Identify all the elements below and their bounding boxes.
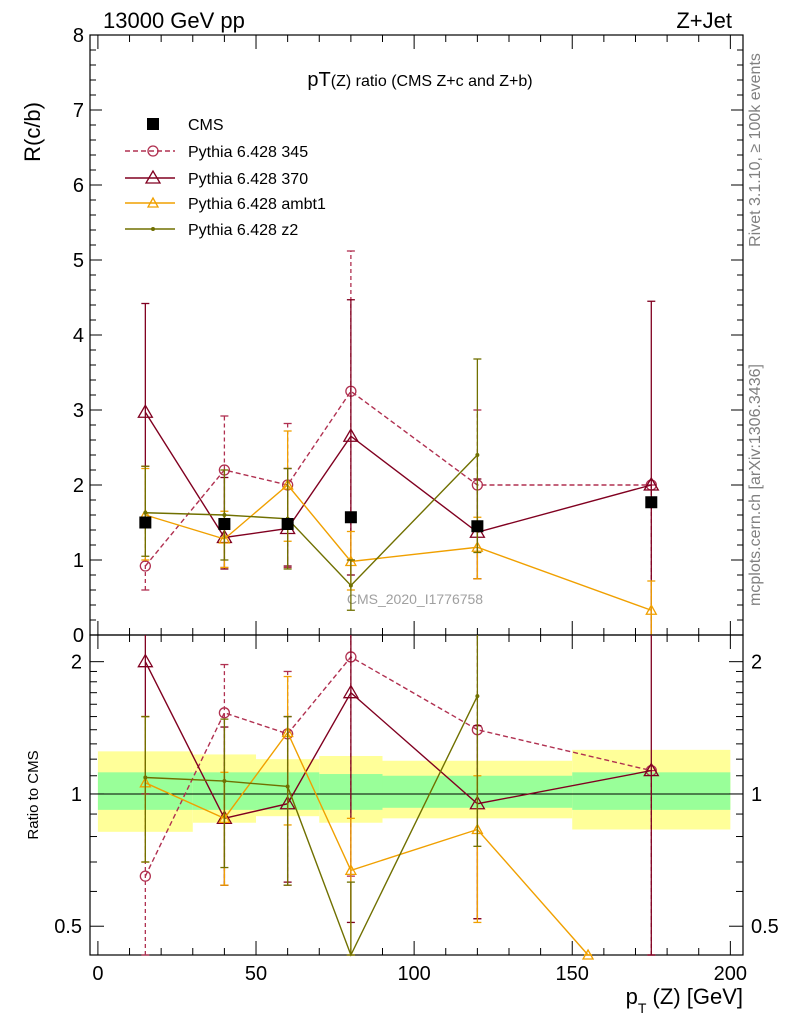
x-tick-label: 100 bbox=[397, 963, 430, 985]
analysis-watermark: CMS_2020_I1776758 bbox=[347, 591, 483, 607]
ratio-y-tick-label: 1 bbox=[71, 784, 82, 806]
main-pythia-6-428-z2-series bbox=[141, 358, 482, 611]
x-tick-label: 200 bbox=[714, 963, 747, 985]
main-pythia-6-428-370-marker bbox=[137, 403, 154, 418]
ratio-pythia-6-428-z2-marker bbox=[143, 775, 148, 780]
ratio-y-tick-label: 0.5 bbox=[751, 916, 779, 938]
ratio-pythia-6-428-z2-marker bbox=[285, 784, 290, 789]
ratio-pythia-6-428-ambt1-line bbox=[145, 731, 589, 956]
y-tick-label: 4 bbox=[73, 325, 84, 347]
title-rest: ratio (CMS Z+c and Z+b) bbox=[351, 73, 532, 90]
y-tick-label: 1 bbox=[73, 550, 84, 572]
legend-pythia-6-428-345-marker bbox=[147, 145, 159, 157]
xlabel-rest: (Z) [GeV] bbox=[646, 984, 743, 1009]
main-pythia-6-428-370-marker bbox=[342, 427, 360, 442]
main-ylabel: R(c/b) bbox=[20, 102, 45, 162]
cms-data-point bbox=[281, 518, 294, 530]
cms-data-point bbox=[344, 511, 357, 524]
xlabel-T: T bbox=[638, 1000, 647, 1016]
main-pythia-6-428-z2-line bbox=[145, 454, 478, 587]
main-pythia-6-428-345-marker bbox=[139, 560, 151, 572]
ratio-pythia-6-428-345-marker bbox=[139, 870, 151, 882]
ratio-pythia-6-428-ambt1-marker bbox=[344, 864, 357, 876]
legend: CMS Pythia 6.428 345 Pythia 6.428 370 Pythi… bbox=[125, 117, 326, 239]
legend-pythia-6-428-345-label: Pythia 6.428 345 bbox=[188, 144, 308, 161]
ratio-pythia-6-428-370-marker bbox=[643, 762, 660, 777]
ratio-pythia-6-428-z2-series bbox=[141, 635, 482, 957]
ratio-y-tick-label: 2 bbox=[751, 652, 762, 674]
legend-pythia-6-428-ambt1-label: Pythia 6.428 ambt1 bbox=[188, 196, 326, 213]
legend-cms-label: CMS bbox=[188, 117, 224, 134]
ratio-y-tick-label: 1 bbox=[751, 784, 762, 806]
y-tick-label: 8 bbox=[73, 25, 84, 47]
ratio-frame bbox=[89, 634, 744, 956]
legend-pythia-6-428-z2-marker bbox=[151, 227, 155, 231]
ratio-pythia-6-428-370-marker bbox=[137, 653, 154, 668]
y-tick-label: 2 bbox=[73, 475, 84, 497]
x-tick-label: 50 bbox=[245, 963, 267, 985]
ratio-y-tick-label: 2 bbox=[71, 652, 82, 674]
cms-data-point bbox=[139, 516, 152, 529]
header-left-label: 13000 GeV pp bbox=[103, 8, 245, 33]
legend-pythia-6-428-370-marker bbox=[144, 169, 162, 184]
ratio-pythia-6-428-z2-line bbox=[145, 695, 479, 957]
legend-pythia-6-428-z2-label: Pythia 6.428 z2 bbox=[188, 222, 298, 239]
main-pythia-6-428-z2-marker bbox=[143, 510, 148, 515]
title-paren: (Z) bbox=[331, 73, 351, 90]
ratio-y-tick-label: 0.5 bbox=[54, 916, 82, 938]
main-pythia-6-428-z2-marker bbox=[475, 453, 480, 457]
legend-cms-marker bbox=[147, 118, 159, 130]
cms-data-point bbox=[645, 496, 658, 509]
y-tick-label: 0 bbox=[73, 625, 84, 647]
main-pythia-6-428-345-line bbox=[144, 390, 652, 567]
legend-pythia-6-428-ambt1-marker bbox=[146, 196, 160, 208]
main-pythia-6-428-ambt1-line bbox=[145, 484, 652, 611]
x-tick-label: 150 bbox=[556, 963, 589, 985]
rivet-label: Rivet 3.1.10, ≥ 100k events bbox=[747, 53, 764, 247]
main-pythia-6-428-370-line bbox=[144, 411, 652, 539]
main-plot: 0 1 2 3 4 5 6 7 8 CMS_2020_I1776758 CMS Pythia 6.42… bbox=[73, 25, 744, 647]
y-tick-label: 7 bbox=[73, 100, 84, 122]
y-tick-label: 5 bbox=[73, 250, 84, 272]
x-axis-label: pT (Z) [GeV] bbox=[626, 984, 743, 1016]
ratio-pythia-6-428-345-line bbox=[144, 656, 652, 877]
title-main: pT bbox=[307, 69, 330, 91]
main-pythia-6-428-370-marker bbox=[643, 476, 660, 491]
ratio-pythia-6-428-z2-marker bbox=[475, 694, 480, 699]
ratio-pythia-6-428-345-marker bbox=[218, 707, 231, 719]
cms-data-point bbox=[471, 520, 484, 533]
cms-data-point bbox=[218, 518, 231, 530]
xlabel-p: p bbox=[626, 984, 638, 1009]
main-pythia-6-428-z2-marker bbox=[222, 513, 227, 517]
source-label: mcplots.cern.ch [arXiv:1306.3436] bbox=[747, 364, 764, 606]
main-pythia-6-428-ambt1-marker bbox=[645, 603, 658, 615]
main-pythia-6-428-345-series bbox=[139, 250, 657, 635]
ratio-pythia-6-428-370-line bbox=[144, 661, 652, 820]
y-tick-label: 3 bbox=[73, 400, 84, 422]
ratio-pythia-6-428-z2-marker bbox=[222, 779, 227, 784]
header-right-label: Z+Jet bbox=[676, 8, 732, 33]
legend-pythia-6-428-370-label: Pythia 6.428 370 bbox=[188, 171, 308, 188]
main-title: pT(Z) ratio (CMS Z+c and Z+b) bbox=[307, 69, 532, 91]
main-pythia-6-428-z2-marker bbox=[348, 583, 353, 588]
y-tick-label: 6 bbox=[73, 175, 84, 197]
ratio-ylabel: Ratio to CMS bbox=[25, 750, 42, 839]
ratio-pythia-6-428-ambt1-marker bbox=[581, 948, 595, 960]
ratio-pythia-6-428-370-marker bbox=[342, 684, 360, 699]
x-tick-label: 0 bbox=[92, 963, 103, 985]
ratio-plot: 0 50 100 150 200 0.5 0.5 1 1 2 2 bbox=[54, 621, 779, 985]
